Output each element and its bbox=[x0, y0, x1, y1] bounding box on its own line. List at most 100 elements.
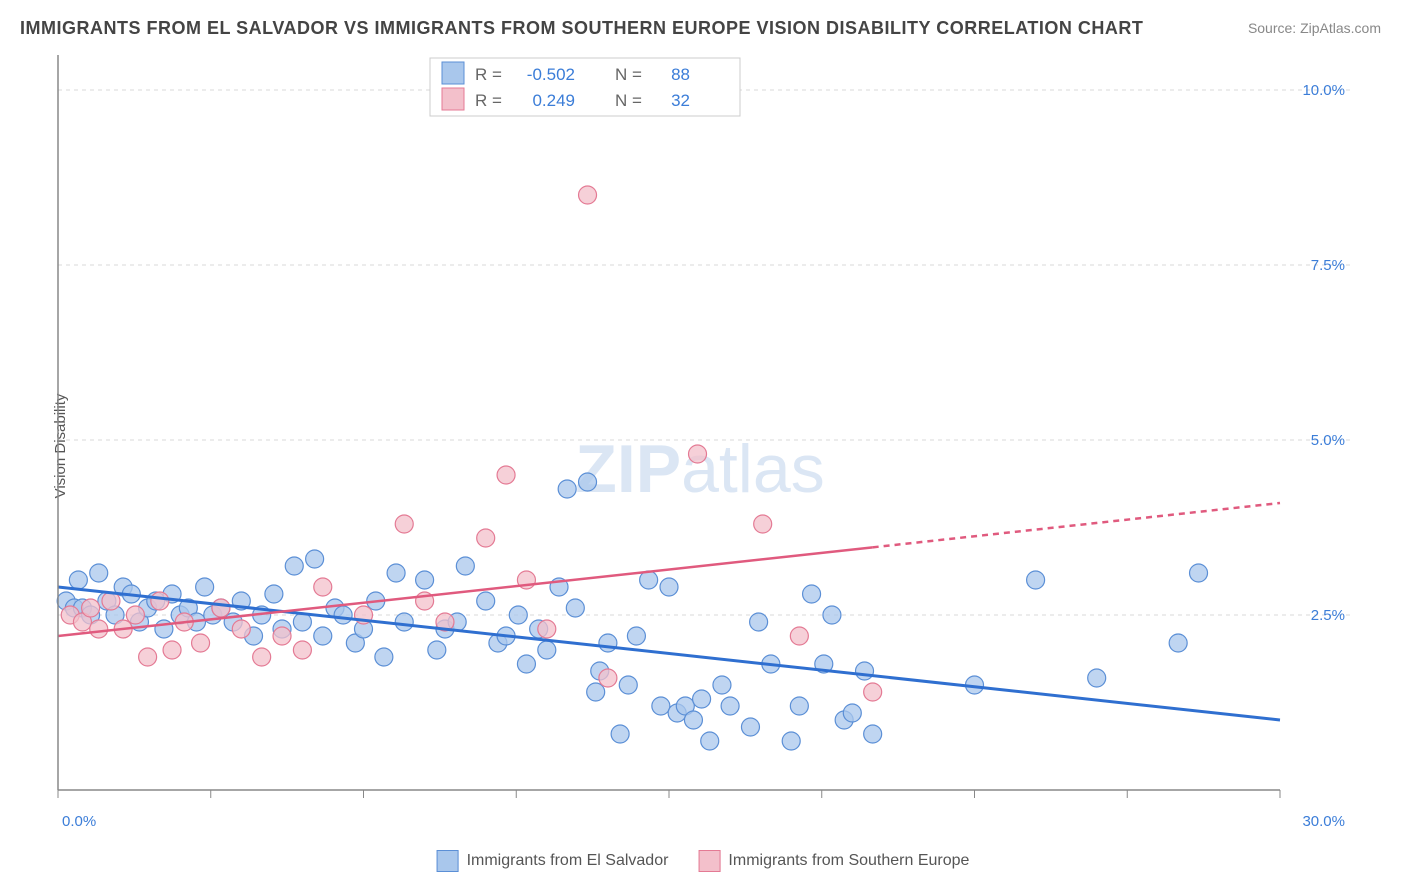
y-tick-label: 5.0% bbox=[1311, 432, 1345, 449]
source-label: Source: bbox=[1248, 20, 1296, 36]
data-point bbox=[293, 641, 311, 659]
trendline bbox=[58, 587, 1280, 720]
data-point bbox=[90, 564, 108, 582]
data-point bbox=[196, 578, 214, 596]
data-point bbox=[285, 557, 303, 575]
data-point bbox=[273, 627, 291, 645]
data-point bbox=[803, 585, 821, 603]
data-point bbox=[856, 662, 874, 680]
legend-label-2: Immigrants from Southern Europe bbox=[728, 852, 969, 870]
data-point bbox=[126, 606, 144, 624]
data-point bbox=[741, 718, 759, 736]
data-point bbox=[713, 676, 731, 694]
legend-swatch-2 bbox=[698, 850, 720, 872]
data-point bbox=[701, 732, 719, 750]
x-tick-label: 30.0% bbox=[1302, 813, 1345, 830]
data-point bbox=[395, 515, 413, 533]
data-point bbox=[538, 620, 556, 638]
data-point bbox=[790, 627, 808, 645]
y-tick-label: 2.5% bbox=[1311, 607, 1345, 624]
legend-item-series2: Immigrants from Southern Europe bbox=[698, 850, 969, 872]
stats-R-value: -0.502 bbox=[527, 65, 575, 84]
chart-svg: 2.5% 5.0% 7.5% 10.0% ZIPatlas 0.0% 30.0% R = -0.… bbox=[50, 55, 1350, 835]
legend-item-series1: Immigrants from El Salvador bbox=[437, 850, 669, 872]
stats-N-value: 32 bbox=[671, 91, 690, 110]
data-point bbox=[395, 613, 413, 631]
source-link[interactable]: ZipAtlas.com bbox=[1300, 20, 1381, 36]
watermark: ZIPatlas bbox=[575, 431, 824, 507]
data-point bbox=[1169, 634, 1187, 652]
data-point bbox=[864, 683, 882, 701]
data-point bbox=[306, 550, 324, 568]
data-point bbox=[660, 578, 678, 596]
data-point bbox=[517, 655, 535, 673]
data-point bbox=[139, 648, 157, 666]
data-point bbox=[192, 634, 210, 652]
stats-N-label: N = bbox=[615, 91, 642, 110]
data-point bbox=[253, 648, 271, 666]
data-point bbox=[163, 641, 181, 659]
data-point bbox=[232, 620, 250, 638]
stats-R-value: 0.249 bbox=[532, 91, 575, 110]
data-point bbox=[538, 641, 556, 659]
y-tick-label: 7.5% bbox=[1311, 257, 1345, 274]
source-attribution: Source: ZipAtlas.com bbox=[1248, 20, 1381, 36]
data-point bbox=[587, 683, 605, 701]
stats-N-value: 88 bbox=[671, 65, 690, 84]
data-point bbox=[864, 725, 882, 743]
data-point bbox=[497, 466, 515, 484]
data-point bbox=[151, 592, 169, 610]
bottom-legend: Immigrants from El Salvador Immigrants f… bbox=[437, 850, 970, 872]
y-tick-label: 10.0% bbox=[1302, 82, 1345, 99]
data-point bbox=[314, 627, 332, 645]
data-point bbox=[1190, 564, 1208, 582]
data-point bbox=[375, 648, 393, 666]
data-point bbox=[1088, 669, 1106, 687]
data-point bbox=[212, 599, 230, 617]
chart-title: IMMIGRANTS FROM EL SALVADOR VS IMMIGRANT… bbox=[20, 18, 1143, 39]
data-point bbox=[627, 627, 645, 645]
data-point bbox=[69, 571, 87, 589]
data-point bbox=[416, 571, 434, 589]
data-point bbox=[599, 634, 617, 652]
data-point bbox=[843, 704, 861, 722]
data-point bbox=[314, 578, 332, 596]
data-point bbox=[721, 697, 739, 715]
stats-R-label: R = bbox=[475, 65, 502, 84]
data-point bbox=[428, 641, 446, 659]
trendline-extrapolated bbox=[873, 503, 1280, 547]
data-point bbox=[754, 515, 772, 533]
data-point bbox=[619, 676, 637, 694]
data-point bbox=[652, 697, 670, 715]
data-point bbox=[566, 599, 584, 617]
data-point bbox=[693, 690, 711, 708]
data-point bbox=[456, 557, 474, 575]
stats-N-label: N = bbox=[615, 65, 642, 84]
data-point bbox=[611, 725, 629, 743]
data-point bbox=[558, 480, 576, 498]
data-point bbox=[387, 564, 405, 582]
data-point bbox=[579, 473, 597, 491]
plot-area: 2.5% 5.0% 7.5% 10.0% ZIPatlas 0.0% 30.0% R = -0.… bbox=[50, 55, 1350, 835]
data-point bbox=[823, 606, 841, 624]
data-point bbox=[579, 186, 597, 204]
data-point bbox=[334, 606, 352, 624]
data-point bbox=[82, 599, 100, 617]
x-tick-label: 0.0% bbox=[62, 813, 96, 830]
legend-label-1: Immigrants from El Salvador bbox=[467, 852, 669, 870]
data-point bbox=[1027, 571, 1045, 589]
data-point bbox=[90, 620, 108, 638]
data-point bbox=[750, 613, 768, 631]
stats-swatch bbox=[442, 62, 464, 84]
data-point bbox=[599, 669, 617, 687]
legend-swatch-1 bbox=[437, 850, 459, 872]
data-point bbox=[477, 529, 495, 547]
data-point bbox=[790, 697, 808, 715]
data-point bbox=[782, 732, 800, 750]
stats-swatch bbox=[442, 88, 464, 110]
data-point bbox=[265, 585, 283, 603]
data-point bbox=[684, 711, 702, 729]
stats-R-label: R = bbox=[475, 91, 502, 110]
data-point bbox=[509, 606, 527, 624]
data-point bbox=[689, 445, 707, 463]
